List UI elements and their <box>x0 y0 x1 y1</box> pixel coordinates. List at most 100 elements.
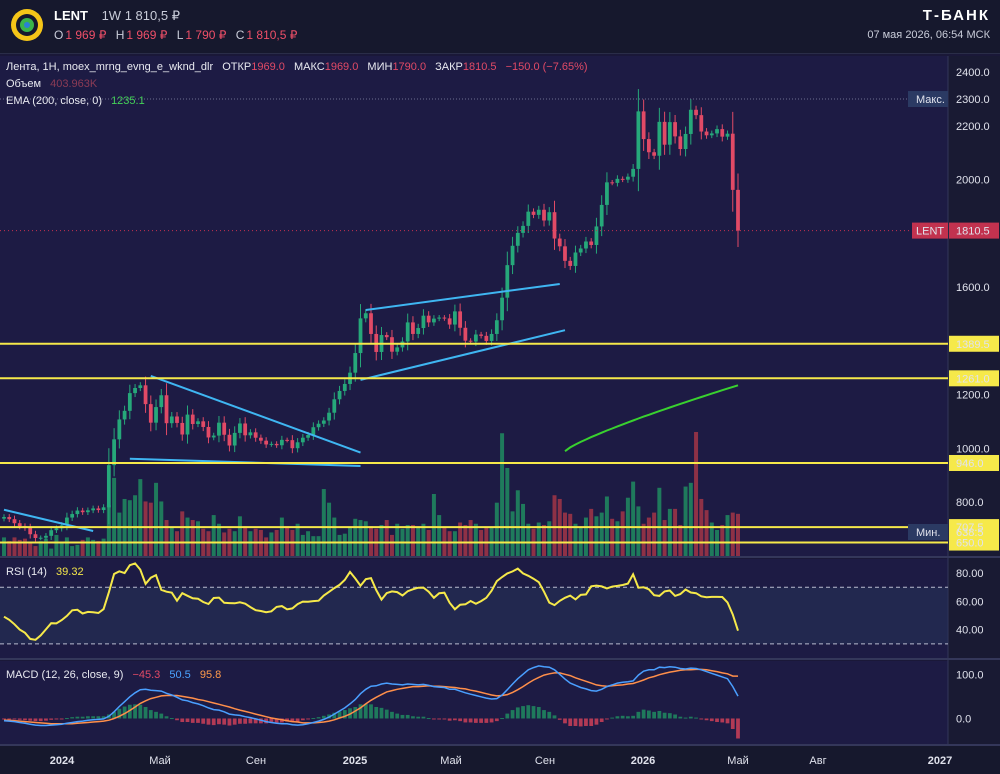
volume-bar <box>342 533 347 556</box>
macd-histogram-bar <box>96 716 101 719</box>
candle-body <box>369 313 373 334</box>
candle-body <box>536 209 541 215</box>
macd-histogram-bar <box>442 718 447 720</box>
volume-bar <box>101 538 106 556</box>
candle-body <box>290 440 295 449</box>
candle-body <box>484 335 489 341</box>
candle-body <box>730 133 735 190</box>
macd-histogram-bar <box>54 718 59 720</box>
last-value-tag <box>949 222 999 239</box>
candle-body <box>117 419 122 440</box>
legend-macd-line-value: 50.5 <box>169 669 191 681</box>
macd-signal-line <box>4 668 738 725</box>
volume-bar <box>458 522 463 556</box>
macd-histogram-bar <box>709 718 714 722</box>
volume-bar <box>248 531 253 556</box>
macd-histogram-bar <box>683 717 688 719</box>
volume-bar <box>369 526 373 556</box>
ohlc-close-value: 1 810,5 ₽ <box>246 28 298 42</box>
max-tag <box>908 91 948 108</box>
volume-bar <box>657 487 662 556</box>
macd-histogram-bar <box>159 713 164 719</box>
candle-body <box>552 212 557 239</box>
volume-bar <box>562 512 567 556</box>
macd-histogram-bar <box>447 718 452 721</box>
volume-bar <box>49 548 54 556</box>
candle-body <box>599 204 604 227</box>
macd-histogram-bar <box>610 717 615 719</box>
macd-histogram-bar <box>227 718 232 726</box>
time-axis-label: 2025 <box>343 755 367 767</box>
volume-bar <box>112 477 117 556</box>
macd-histogram-bar <box>91 716 96 719</box>
candle-body <box>65 517 69 526</box>
legend-high-label: МАКС <box>293 61 325 73</box>
volume-bar <box>568 513 573 556</box>
legend-ema: 1235.1 <box>111 95 145 107</box>
macd-histogram-bar <box>311 718 316 720</box>
candle-body <box>91 508 96 511</box>
datetime: 07 мая 2026, 06:54 МСК <box>867 29 990 41</box>
candle-body <box>75 510 80 515</box>
candle-body <box>85 510 90 513</box>
macd-histogram-bar <box>138 704 143 719</box>
candle-body <box>589 241 594 245</box>
legend-volume: 403.963K <box>50 78 98 90</box>
volume-bar <box>421 523 426 556</box>
timeframe[interactable]: 1W <box>101 8 122 23</box>
macd-histogram-bar <box>526 705 531 719</box>
macd-histogram-bar <box>678 716 683 719</box>
time-axis-label: Сен <box>246 755 266 767</box>
volume-bar <box>7 541 12 556</box>
macd-histogram-bar <box>563 718 567 724</box>
volume-bar <box>641 523 646 556</box>
candle-body <box>279 439 284 446</box>
min-tag-label: Мин. <box>916 527 940 539</box>
macd-histogram-bar <box>75 716 80 719</box>
legend-ema-line: EMA (200, close, 0) 1235.1 <box>6 95 145 107</box>
rsi-tick-label: 80.00 <box>956 568 984 580</box>
volume-bar <box>106 505 111 556</box>
candle-body <box>594 226 599 245</box>
min-value-label: 638.5 <box>956 527 984 539</box>
macd-histogram-bar <box>117 708 122 719</box>
macd-histogram-bar <box>321 715 326 719</box>
candle-body <box>688 109 693 134</box>
volume-bar <box>148 502 153 556</box>
macd-histogram-bar <box>699 718 704 720</box>
volume-bar <box>28 542 33 556</box>
ohlc-open-key: O <box>54 28 64 42</box>
macd-histogram-bar <box>70 717 75 719</box>
volume-bar <box>610 518 615 556</box>
volume-bar <box>269 532 274 556</box>
candle-body <box>253 432 258 438</box>
volume-bar <box>180 511 185 556</box>
candle-body <box>164 395 169 424</box>
macd-histogram-bar <box>405 714 410 719</box>
macd-histogram-bar <box>557 718 562 720</box>
candle-body <box>332 399 337 413</box>
candle-body <box>463 327 468 341</box>
volume-bar <box>206 531 211 556</box>
volume-bar <box>547 521 552 556</box>
volume-bar <box>232 531 237 556</box>
ticker-symbol[interactable]: LENT <box>54 8 88 23</box>
candle-body <box>106 465 111 508</box>
volume-bar <box>279 517 284 556</box>
volume-bar <box>96 541 101 556</box>
macd-histogram-bar <box>468 718 473 723</box>
candle-body <box>563 246 567 261</box>
volume-bar <box>636 506 641 556</box>
candle-body <box>138 385 143 388</box>
time-axis-label: Май <box>440 755 462 767</box>
candle-body <box>358 318 363 354</box>
volume-bar <box>673 508 678 556</box>
volume-bar <box>395 523 400 556</box>
volume-bar <box>358 520 363 556</box>
level-tag <box>949 335 999 352</box>
candle-body <box>112 439 116 466</box>
candle-body <box>127 393 132 411</box>
candle-body <box>96 508 101 511</box>
volume-bar <box>389 534 394 556</box>
